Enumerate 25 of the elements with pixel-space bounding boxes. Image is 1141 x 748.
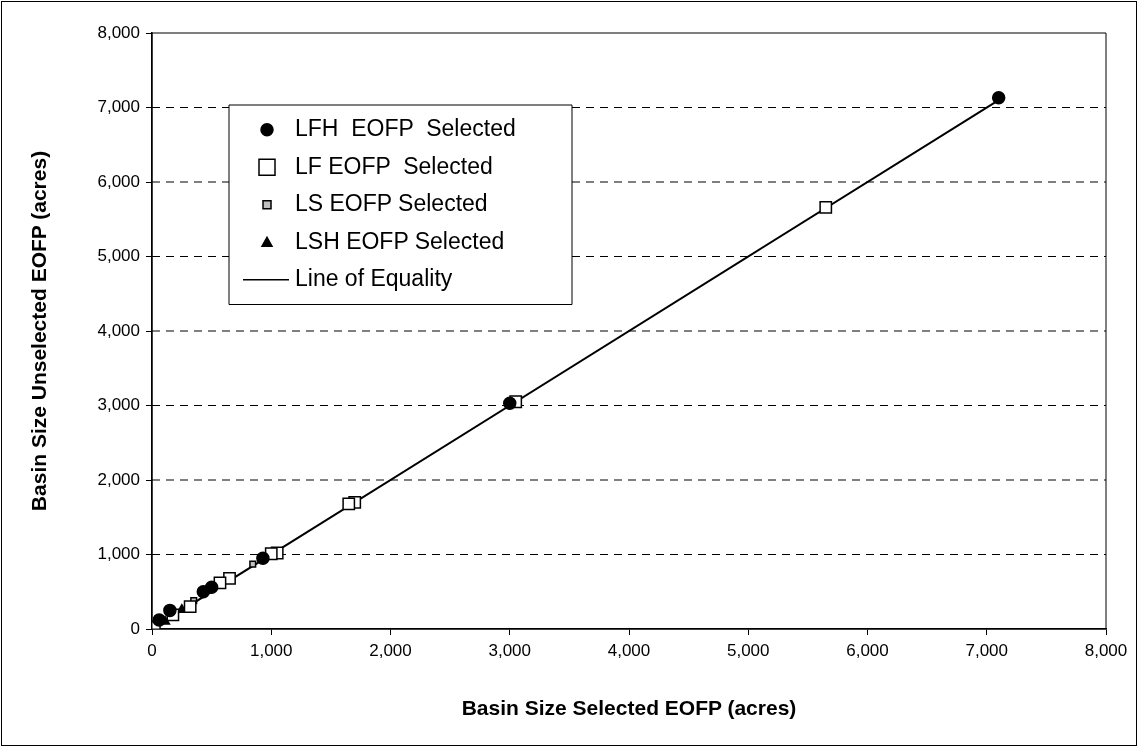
y-tick-label: 3,000 [97, 395, 140, 415]
legend-label: Line of Equality [295, 265, 453, 292]
legend-label: LFH EOFP Selected [295, 115, 516, 142]
legend-label: LF EOFP Selected [295, 152, 493, 179]
x-tick-label: 5,000 [726, 640, 770, 660]
x-tick-label: 8,000 [1084, 640, 1128, 660]
x-tick-label: 1,000 [249, 640, 293, 660]
x-tick-label: 7,000 [965, 640, 1009, 660]
y-tick-label: 2,000 [97, 469, 140, 489]
x-tick-label: 3,000 [488, 640, 532, 660]
y-tick-label: 4,000 [97, 320, 140, 340]
y-axis-title: Basin Size Unselected EOFP (acres) [27, 150, 51, 512]
legend-label: LSH EOFP Selected [295, 227, 505, 254]
y-tick-label: 8,000 [97, 22, 140, 42]
x-tick-label: 2,000 [369, 640, 412, 660]
x-tick-label: 4,000 [607, 640, 651, 660]
x-tick-label: 6,000 [846, 640, 889, 660]
y-tick-label: 0 [130, 618, 140, 638]
y-tick-label: 1,000 [97, 544, 140, 564]
y-tick-label: 5,000 [97, 246, 140, 266]
x-tick-label: 0 [147, 640, 157, 660]
y-tick-label: 6,000 [97, 171, 140, 191]
y-tick-label: 7,000 [97, 97, 140, 117]
x-axis-title: Basin Size Selected EOFP (acres) [461, 696, 797, 720]
legend-label: LS EOFP Selected [295, 190, 488, 217]
